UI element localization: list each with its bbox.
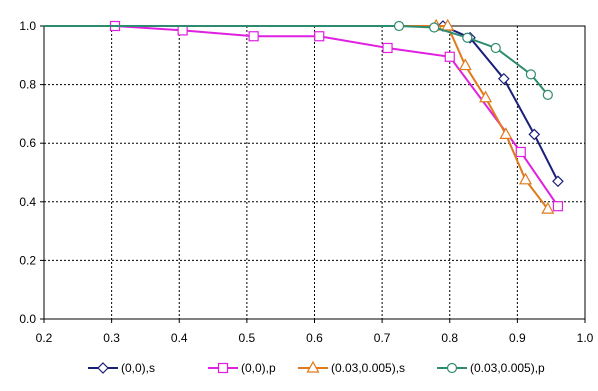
data-point-circle (429, 22, 440, 33)
data-point-circle (542, 89, 553, 100)
data-point-circle (525, 69, 537, 80)
y-tick-label: 1.0 (19, 19, 36, 33)
data-point-circle (393, 20, 405, 32)
y-axis: 0.0 0.2 0.4 0.6 0.8 1.0 (19, 19, 44, 326)
data-point-square (314, 31, 325, 42)
series-layer (44, 18, 564, 214)
x-tick-label: 0.2 (36, 331, 53, 345)
legend-item: (0,0),s (88, 361, 155, 375)
data-point-triangle (541, 201, 555, 214)
data-point-square (248, 31, 259, 42)
y-tick-label: 0.8 (19, 78, 36, 92)
legend: (0,0),s (0,0),p (0.03,0.005),s (0.03,0.005)… (88, 360, 545, 375)
legend-item: (0.03,0.005),p (437, 361, 545, 375)
legend-label: (0.03,0.005),p (470, 361, 545, 375)
data-point-square (382, 42, 393, 54)
data-point-square (177, 25, 188, 36)
x-axis: 0.2 0.3 0.4 0.5 0.6 0.7 0.8 0.9 1.0 (36, 319, 594, 345)
x-tick-label: 1.0 (577, 331, 594, 345)
data-point-square (515, 146, 526, 158)
data-point-triangle (479, 90, 493, 103)
data-point-square (444, 51, 455, 62)
legend-marker-circle (446, 362, 458, 374)
x-tick-label: 0.6 (306, 331, 323, 345)
x-tick-label: 0.4 (171, 331, 188, 345)
y-tick-label: 0.2 (19, 253, 36, 267)
data-point-diamond (498, 72, 510, 85)
legend-label: (0.03,0.005),s (331, 361, 405, 375)
y-tick-label: 0.6 (19, 136, 36, 150)
data-point-triangle (441, 18, 455, 31)
x-tick-label: 0.9 (509, 331, 526, 345)
data-point-triangle (458, 58, 472, 71)
data-point-square (552, 201, 564, 212)
legend-item: (0,0),p (208, 361, 276, 375)
data-point-triangle (518, 172, 533, 185)
legend-marker-triangle (306, 360, 320, 373)
grid-lines (44, 26, 585, 319)
legend-item: (0.03,0.005),s (298, 360, 405, 375)
legend-marker-diamond (97, 362, 109, 374)
legend-label: (0,0),s (121, 361, 155, 375)
x-tick-label: 0.3 (103, 331, 120, 345)
x-tick-label: 0.5 (239, 331, 256, 345)
legend-label: (0,0),p (241, 361, 276, 375)
y-tick-label: 0.4 (19, 195, 36, 209)
series-circle (44, 20, 553, 100)
data-point-circle (490, 42, 501, 54)
data-point-triangle (499, 127, 513, 140)
data-point-diamond (528, 128, 541, 141)
y-tick-label: 0.0 (19, 312, 36, 326)
data-point-circle (462, 32, 473, 43)
data-point-diamond (552, 175, 564, 188)
x-tick-label: 0.8 (441, 331, 458, 345)
x-tick-label: 0.7 (374, 331, 391, 345)
legend-marker-square (217, 362, 229, 374)
